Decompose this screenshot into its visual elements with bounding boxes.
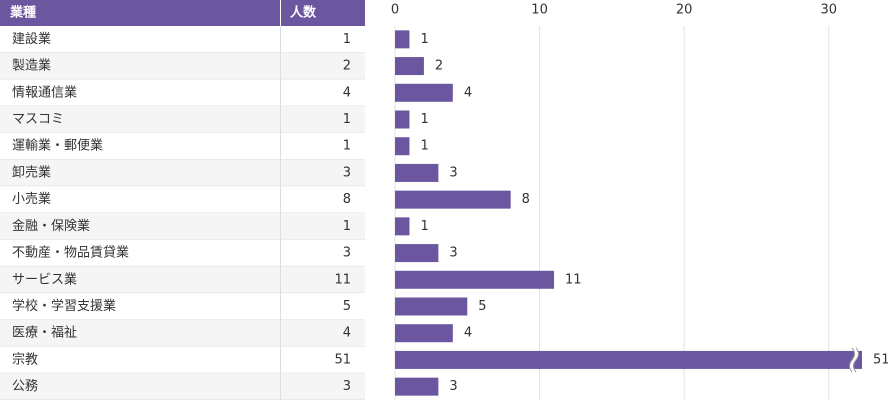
count-cell: 4 bbox=[343, 326, 351, 341]
category-label: 宗教 bbox=[12, 351, 38, 367]
column-header: 業種 bbox=[9, 5, 36, 21]
count-cell: 4 bbox=[343, 85, 351, 100]
table-row bbox=[0, 266, 365, 294]
bar bbox=[395, 244, 439, 263]
category-label: 公務 bbox=[12, 379, 38, 394]
count-cell: 1 bbox=[343, 219, 351, 234]
value-label: 3 bbox=[449, 246, 457, 261]
x-tick-label: 10 bbox=[531, 3, 548, 18]
bar bbox=[395, 57, 424, 76]
plot-area bbox=[395, 30, 862, 396]
value-label: 3 bbox=[449, 379, 457, 394]
table-row bbox=[0, 26, 365, 53]
category-label: マスコミ bbox=[12, 112, 64, 127]
value-label: 8 bbox=[522, 192, 530, 207]
bar bbox=[395, 110, 410, 129]
count-cell: 11 bbox=[334, 272, 351, 287]
table-row bbox=[0, 52, 365, 80]
value-label: 5 bbox=[478, 299, 486, 314]
table-row bbox=[0, 106, 365, 133]
count-cell: 8 bbox=[343, 192, 351, 207]
x-tick-label: 30 bbox=[820, 3, 837, 18]
bar bbox=[395, 377, 439, 396]
count-cell: 3 bbox=[343, 246, 351, 261]
table-row bbox=[0, 239, 365, 267]
axis-break bbox=[849, 346, 859, 374]
category-label: 建設業 bbox=[12, 31, 51, 47]
axis-break bbox=[849, 347, 859, 373]
category-label: 不動産・物品賃貸業 bbox=[12, 245, 129, 261]
bar bbox=[395, 190, 511, 209]
table-row bbox=[0, 159, 365, 187]
count-cell: 1 bbox=[343, 32, 351, 47]
value-label: 51 bbox=[873, 352, 888, 367]
table-row bbox=[0, 186, 365, 213]
bar bbox=[395, 217, 410, 236]
value-label: 1 bbox=[420, 139, 428, 154]
bar bbox=[395, 350, 862, 369]
table-row bbox=[0, 373, 365, 400]
category-label: 卸売業 bbox=[12, 164, 51, 180]
bar bbox=[395, 324, 453, 343]
bar bbox=[395, 297, 468, 316]
category-label: 製造業 bbox=[12, 58, 51, 74]
category-label: サービス業 bbox=[12, 271, 77, 287]
value-label: 4 bbox=[464, 85, 472, 100]
category-label: 運輸業・郵便業 bbox=[12, 138, 103, 154]
value-label: 3 bbox=[449, 165, 457, 180]
table-row bbox=[0, 79, 365, 107]
value-label: 1 bbox=[420, 219, 428, 234]
category-label: 医療・福祉 bbox=[12, 326, 77, 341]
x-tick-label: 0 bbox=[391, 3, 399, 18]
value-label: 1 bbox=[420, 112, 428, 127]
count-cell: 2 bbox=[343, 59, 351, 74]
value-label: 11 bbox=[565, 272, 582, 287]
table-row bbox=[0, 132, 365, 160]
count-cell: 5 bbox=[343, 299, 351, 314]
table-row bbox=[0, 213, 365, 240]
count-cell: 1 bbox=[343, 139, 351, 154]
category-label: 情報通信業 bbox=[12, 84, 77, 100]
category-label: 小売業 bbox=[12, 191, 51, 207]
table-row bbox=[0, 346, 365, 374]
table-header bbox=[0, 0, 365, 26]
bar bbox=[395, 83, 453, 102]
count-cell: 3 bbox=[343, 379, 351, 394]
bar bbox=[395, 137, 410, 156]
value-label: 4 bbox=[464, 326, 472, 341]
column-header: 人数 bbox=[290, 5, 317, 21]
bar bbox=[395, 270, 555, 289]
table-row bbox=[0, 293, 365, 320]
value-label: 2 bbox=[435, 59, 443, 74]
count-cell: 1 bbox=[343, 112, 351, 127]
category-label: 金融・保険業 bbox=[12, 218, 90, 234]
table-row bbox=[0, 319, 365, 347]
value-label: 1 bbox=[420, 32, 428, 47]
x-tick-label: 20 bbox=[676, 3, 693, 18]
count-cell: 51 bbox=[334, 352, 351, 367]
category-label: 学校・学習支援業 bbox=[12, 298, 116, 314]
count-cell: 3 bbox=[343, 165, 351, 180]
bar bbox=[395, 30, 410, 49]
bar bbox=[395, 163, 439, 182]
